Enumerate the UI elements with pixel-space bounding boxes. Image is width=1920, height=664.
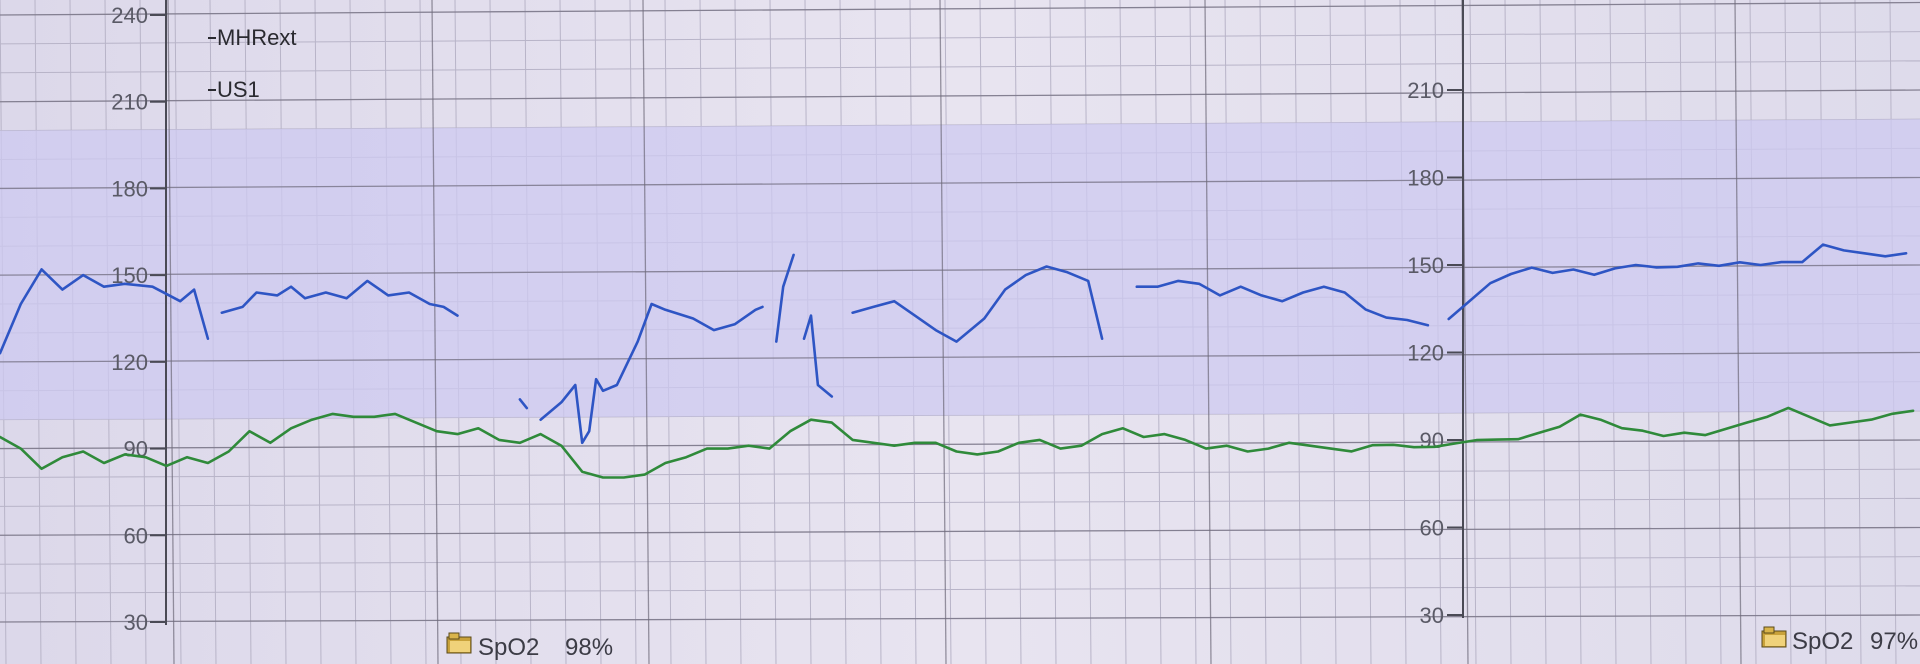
legend-item-us1[interactable]: US1	[208, 77, 260, 102]
left-axis-tick-label: 240	[111, 3, 148, 28]
right-axis-tick-label: 30	[1420, 603, 1444, 628]
spo2-value-right: 97%	[1870, 628, 1918, 655]
grid-line-major-horizontal	[0, 176, 1920, 190]
legend: MHRext US1	[208, 25, 296, 102]
left-axis-tick-label: 60	[124, 523, 148, 548]
right-axis-tick-label: 120	[1407, 341, 1444, 366]
grid-line-major-horizontal	[0, 351, 1920, 363]
trace-mhrext-segment-7	[1135, 279, 1430, 327]
trace-us1-segment-0	[0, 406, 1915, 479]
normal-range-band-fill	[0, 119, 1920, 420]
grid-line-major-horizontal	[0, 264, 1920, 276]
grid-line-major-vertical	[1204, 0, 1212, 664]
grid-line-major-vertical	[431, 0, 439, 664]
grid-line-major-horizontal	[0, 526, 1920, 536]
right-axis-tick-label: 210	[1407, 78, 1444, 103]
trace-mhrext-segment-5	[802, 314, 834, 398]
legend-item-mhrext[interactable]: MHRext	[208, 25, 296, 50]
grid-line-horizontal	[0, 497, 1920, 507]
grid-line-horizontal	[0, 585, 1920, 594]
legend-label-mhrext: MHRext	[217, 25, 296, 50]
right-axis-tick-label: 60	[1420, 516, 1444, 541]
right-axis-tick-label: 150	[1407, 253, 1444, 278]
left-axis-tick-label: 30	[124, 610, 148, 635]
grid-line-major-vertical	[167, 0, 175, 664]
grid-line-major-horizontal	[0, 1, 1920, 16]
spo2-value-left: 98%	[565, 634, 613, 661]
legend-label-us1: US1	[217, 77, 260, 102]
trace-mhrext-segment-3	[539, 302, 764, 445]
grid-line-horizontal	[0, 556, 1920, 565]
grid-line-major-horizontal	[0, 439, 1920, 450]
folder-icon	[1761, 626, 1787, 648]
grid-line-major-vertical	[939, 0, 947, 664]
grid-line-major-vertical	[642, 0, 650, 664]
right-axis-tick-label: 180	[1407, 166, 1444, 191]
left-axis-tick-label: 180	[111, 176, 148, 201]
grid-line-horizontal	[0, 60, 1920, 74]
left-axis-tick-label: 210	[111, 90, 148, 115]
left-axis-tick-label: 120	[111, 350, 148, 375]
grid-line-horizontal	[0, 468, 1920, 478]
grid-line-horizontal	[0, 31, 1920, 45]
folder-icon	[446, 632, 472, 654]
trace-mhrext-segment-8	[1447, 243, 1908, 321]
spo2-label-right: SpO2	[1792, 628, 1853, 655]
chart-traces	[0, 243, 1915, 479]
normal-range-band	[0, 119, 1920, 420]
trace-mhrext-segment-0	[0, 268, 210, 355]
grid-line-major-horizontal	[0, 89, 1920, 103]
grid-line-horizontal	[0, 118, 1920, 132]
trace-mhrext-segment-4	[775, 253, 795, 343]
grid-line-major-vertical	[1734, 0, 1742, 664]
right-y-axis: 210 180 150 120 90 60 30	[1407, 0, 1464, 628]
spo2-readout-right[interactable]: SpO2 97%	[1761, 626, 1918, 655]
right-axis-tick-label: 90	[1420, 428, 1444, 453]
spo2-readout-left[interactable]: SpO2 98%	[446, 632, 613, 661]
spo2-label-left: SpO2	[478, 634, 539, 661]
trace-mhrext-segment-6	[851, 265, 1104, 343]
trace-mhrext-segment-2	[518, 398, 529, 410]
grid-line-major-horizontal	[0, 614, 1920, 623]
trace-mhrext-segment-1	[220, 279, 459, 317]
